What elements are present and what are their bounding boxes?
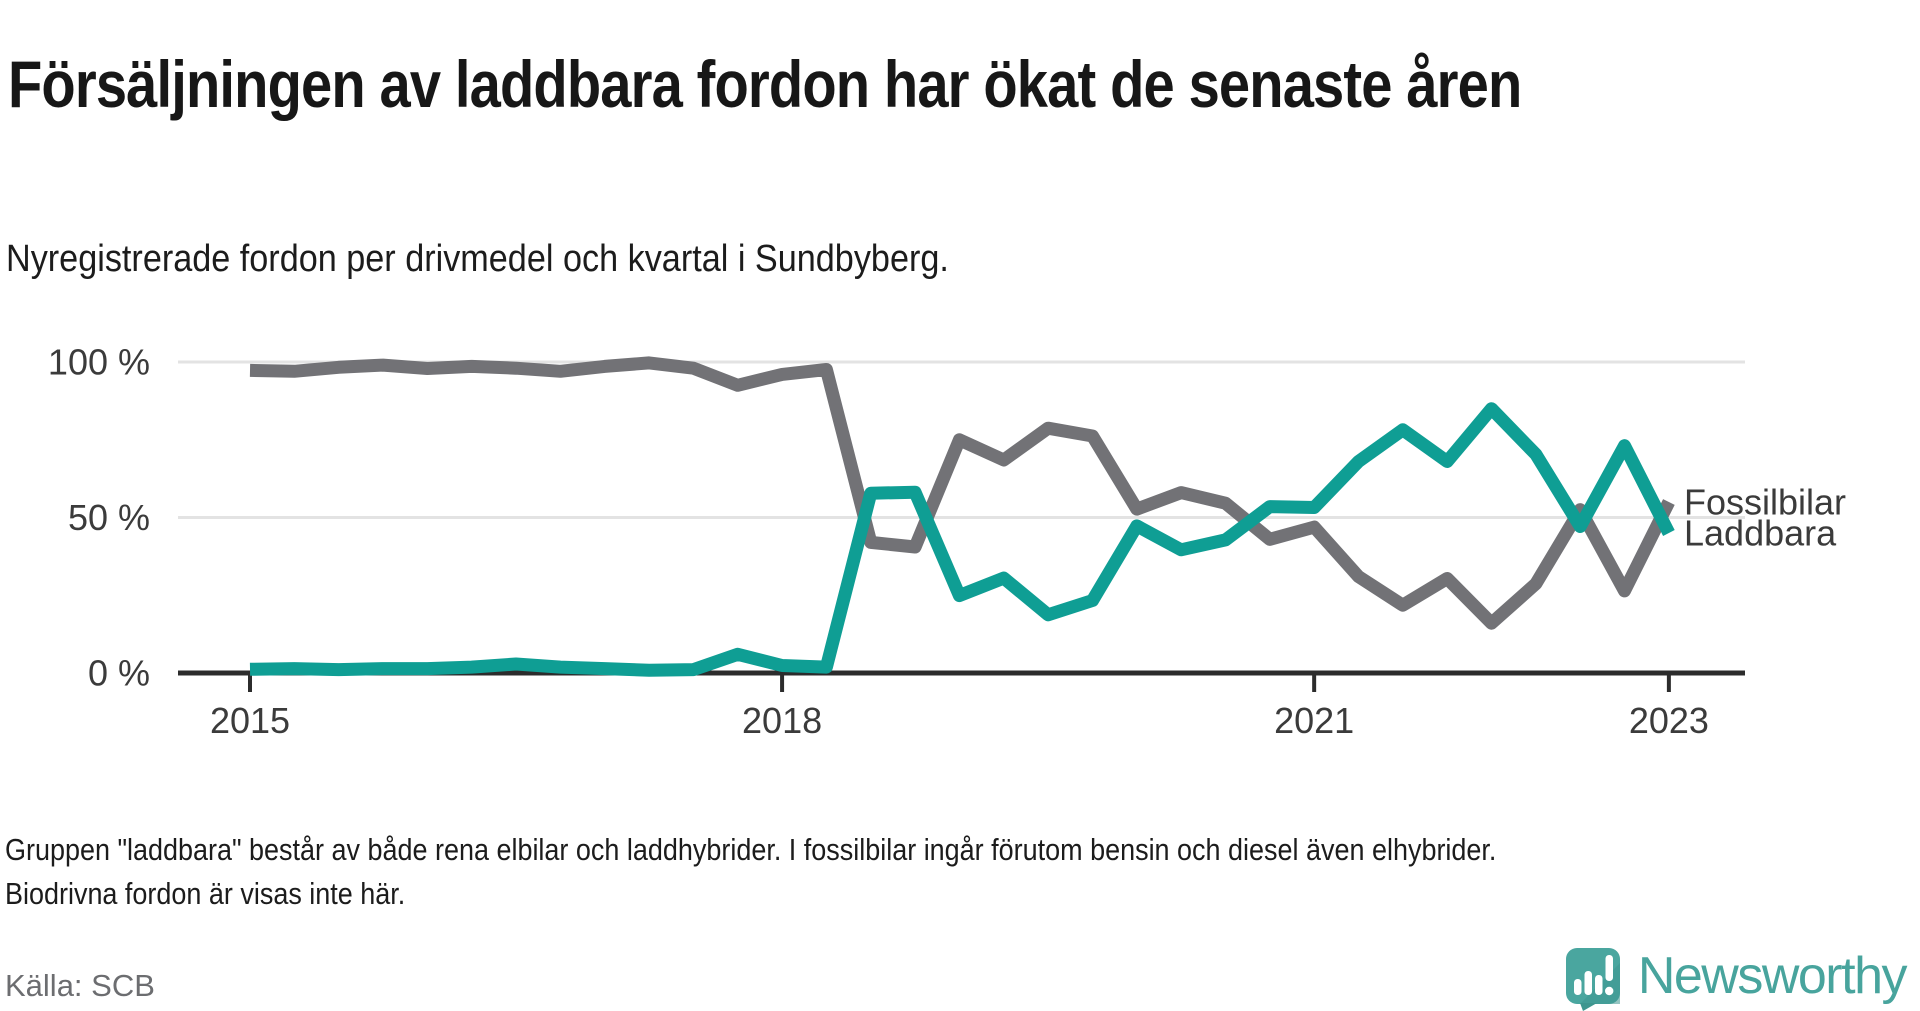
source-label: Källa: SCB <box>5 968 155 1003</box>
x-tick-label: 2018 <box>742 700 822 741</box>
series-line-laddbara <box>249 402 1675 677</box>
y-tick-label: 0 % <box>88 653 150 694</box>
newsworthy-logo-icon <box>1565 948 1620 1011</box>
x-tick-label: 2015 <box>210 700 290 741</box>
legend-label-fossilbilar: Fossilbilar <box>1684 481 1846 522</box>
footnote: Gruppen "laddbara" består av både rena e… <box>5 832 1497 911</box>
newsworthy-logo: Newsworthy <box>1565 941 1908 1011</box>
chart-subtitle: Nyregistrerade fordon per drivmedel och … <box>6 238 949 280</box>
chart-title: Försäljningen av laddbara fordon har öka… <box>8 47 1522 122</box>
x-tick-label: 2023 <box>1629 700 1709 741</box>
y-tick-label: 50 % <box>68 497 150 538</box>
x-tick-label: 2021 <box>1274 700 1354 741</box>
legend-label-laddbara: Laddbara <box>1684 513 1837 554</box>
series-line-fossilbilar <box>249 356 1675 630</box>
y-tick-label: 100 % <box>48 342 150 383</box>
x-axis-ticks: 2015 2018 2021 2023 <box>210 673 1709 741</box>
newsworthy-wordmark: Newsworthy <box>1637 947 1908 1005</box>
series-lines <box>249 356 1675 677</box>
y-axis-labels: 100 % 50 % 0 % <box>48 342 150 694</box>
